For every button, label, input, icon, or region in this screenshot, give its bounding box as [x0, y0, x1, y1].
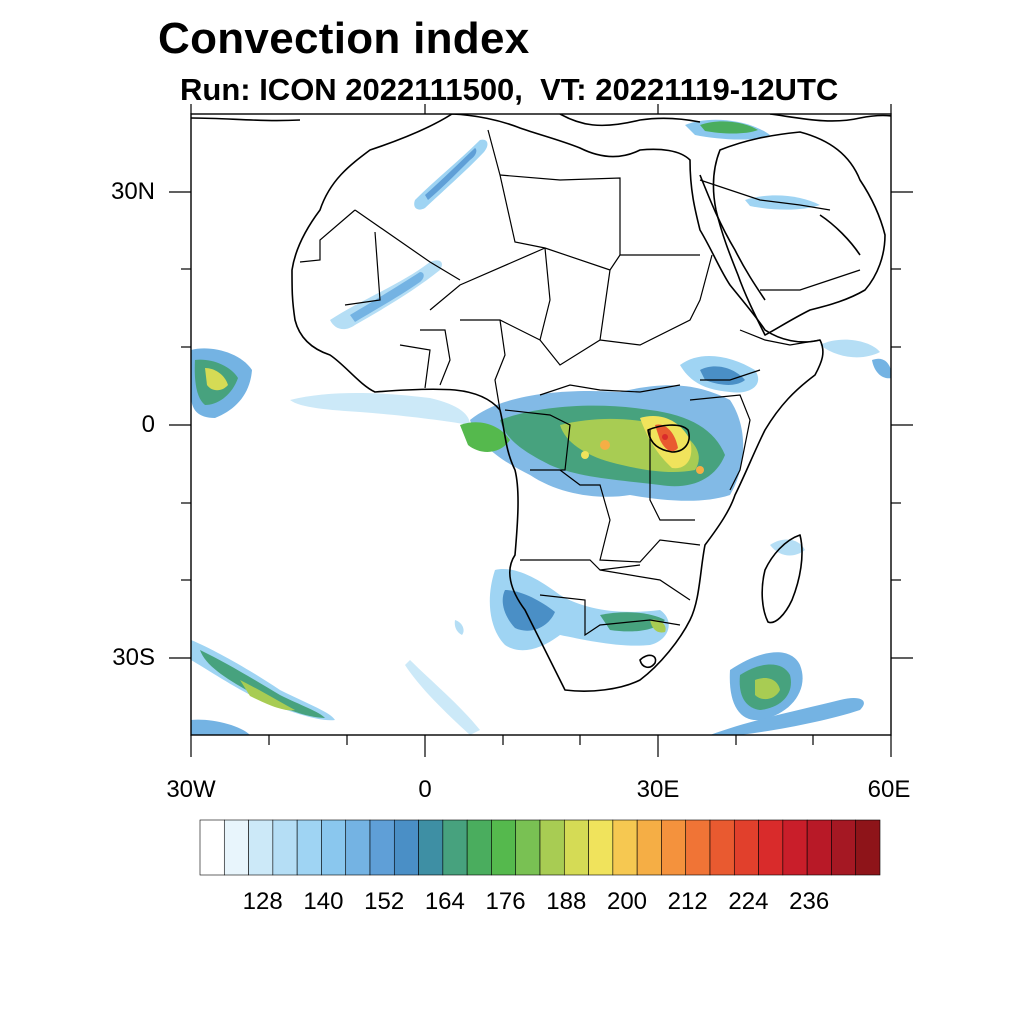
lat-label-0: 0 [141, 411, 155, 438]
colorbar-swatch [806, 819, 832, 876]
colorbar-swatch [685, 819, 711, 876]
colorbar-swatch [758, 819, 784, 876]
colorbar-swatch [466, 819, 492, 876]
colorbar-swatch [321, 819, 347, 876]
colorbar-swatch [491, 819, 517, 876]
arabia-coastline [712, 131, 886, 336]
colorbar-swatch [709, 819, 735, 876]
colorbar-swatch [345, 819, 371, 876]
colorbar-tick-label: 128 [242, 888, 283, 915]
colorbar-swatch [782, 819, 808, 876]
convection-gulf-guinea [290, 393, 470, 425]
colorbar-tick-label: 140 [303, 888, 344, 915]
colorbar-tick-label: 236 [789, 888, 830, 915]
colorbar-tick-label: 188 [546, 888, 587, 915]
colorbar [199, 819, 881, 876]
lon-label-30w: 30W [166, 776, 216, 803]
colorbar-tick-label: 152 [364, 888, 405, 915]
country-borders [299, 129, 861, 637]
convection-south-atlantic [191, 640, 335, 721]
colorbar-tick-label: 212 [667, 888, 708, 915]
chart-subtitle: Run: ICON 2022111500, VT: 20221119-12UTC [180, 72, 839, 107]
madagascar-coastline [761, 534, 803, 624]
colorbar-swatch [831, 819, 857, 876]
colorbar-tick-label: 200 [606, 888, 648, 915]
lat-label-30s: 30S [112, 644, 155, 671]
colorbar-swatch [855, 819, 881, 876]
colorbar-swatch [563, 819, 589, 876]
colorbar-swatch [296, 819, 322, 876]
colorbar-swatch [588, 819, 614, 876]
coastlines [191, 114, 891, 692]
colorbar-swatch [248, 819, 274, 876]
colorbar-swatch [539, 819, 565, 876]
chart-title: Convection index [158, 14, 530, 63]
convection-field [191, 119, 891, 735]
colorbar-swatch [223, 819, 249, 876]
colorbar-tick-label: 176 [485, 888, 526, 915]
axis-ticks [169, 104, 913, 757]
lon-label-0: 0 [418, 776, 432, 803]
colorbar-swatch [199, 819, 225, 876]
colorbar-tick-label: 164 [424, 888, 465, 915]
colorbar-swatch [369, 819, 395, 876]
colorbar-swatch [515, 819, 541, 876]
lon-label-60e: 60E [867, 776, 911, 803]
colorbar-swatch [272, 819, 298, 876]
colorbar-swatch [733, 819, 759, 876]
convection-madagascar [770, 539, 805, 556]
colorbar-swatch [636, 819, 662, 876]
colorbar-tick-label: 224 [728, 888, 769, 915]
lat-label-30n: 30N [110, 178, 155, 205]
colorbar-swatch [612, 819, 638, 876]
colorbar-swatch [442, 819, 468, 876]
colorbar-swatch [418, 819, 444, 876]
lon-label-30e: 30E [636, 776, 680, 803]
colorbar-swatch [661, 819, 687, 876]
africa-coastline [291, 114, 824, 692]
colorbar-swatch [393, 819, 419, 876]
